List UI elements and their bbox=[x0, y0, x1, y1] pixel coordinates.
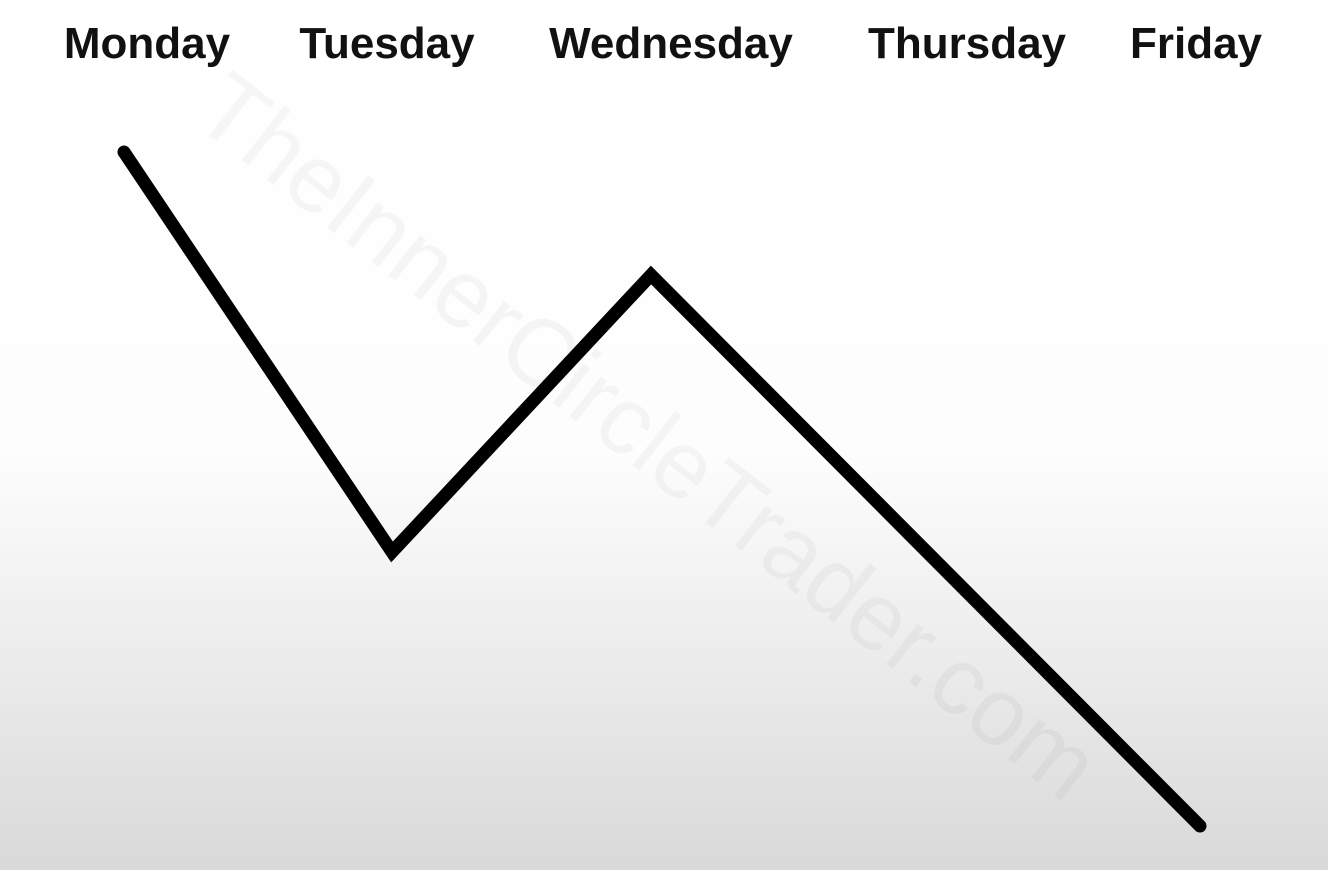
day-labels: Monday Tuesday Wednesday Thursday Friday bbox=[64, 19, 1263, 68]
day-label-friday: Friday bbox=[1130, 19, 1263, 68]
day-label-tuesday: Tuesday bbox=[299, 19, 475, 68]
day-label-monday: Monday bbox=[64, 19, 231, 68]
day-label-wednesday: Wednesday bbox=[549, 19, 793, 68]
price-path-line bbox=[117, 145, 1207, 833]
day-label-thursday: Thursday bbox=[868, 19, 1067, 68]
